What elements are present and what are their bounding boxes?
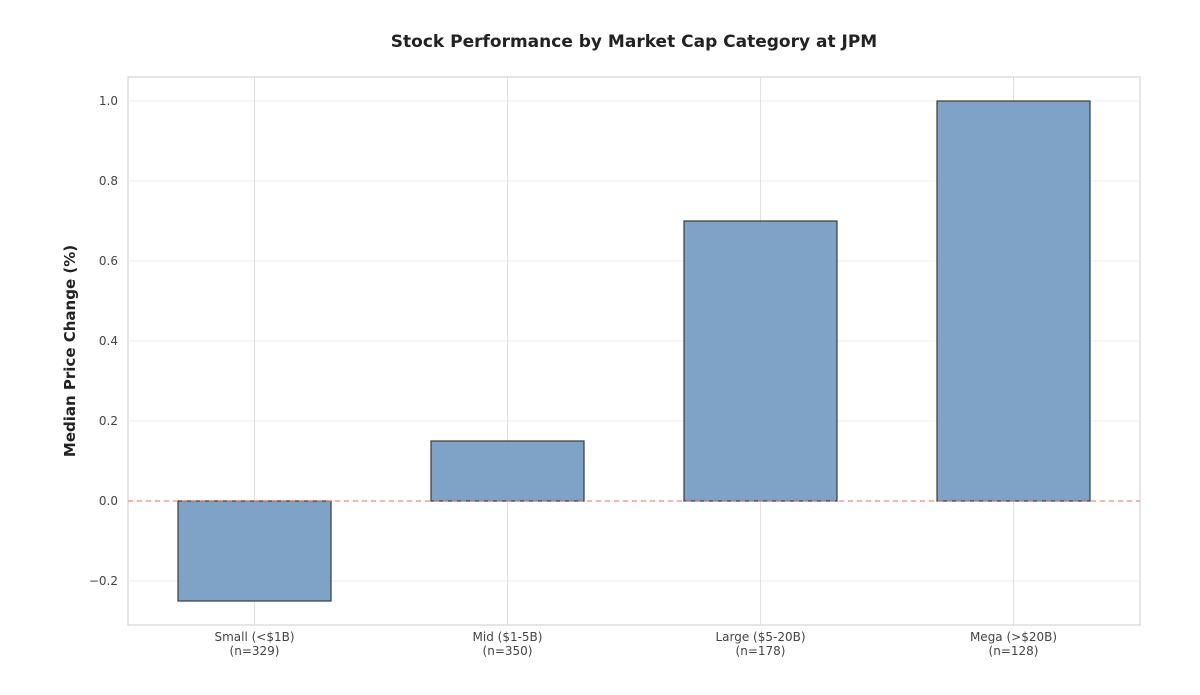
- y-tick-label: 0.2: [99, 414, 118, 428]
- x-tick-label: Mega (>$20B): [970, 630, 1057, 644]
- x-tick-label: Mid ($1-5B): [473, 630, 543, 644]
- bar: [683, 220, 838, 502]
- chart-title: Stock Performance by Market Cap Category…: [391, 32, 877, 52]
- y-tick-label: 1.0: [99, 94, 118, 108]
- x-tick-count: (n=350): [483, 644, 533, 658]
- x-tick-count: (n=329): [230, 644, 280, 658]
- bar: [430, 440, 585, 502]
- y-tick-label: 0.8: [99, 174, 118, 188]
- y-tick-label: 0.6: [99, 254, 118, 268]
- x-tick-count: (n=178): [736, 644, 786, 658]
- bar: [936, 100, 1091, 502]
- x-tick-label: Large ($5-20B): [715, 630, 805, 644]
- x-tick-count: (n=128): [989, 644, 1039, 658]
- x-tick-label: Small (<$1B): [214, 630, 294, 644]
- y-axis-label: Median Price Change (%): [61, 245, 79, 457]
- y-tick-label: 0.4: [99, 334, 118, 348]
- y-tick-label: −0.2: [89, 574, 118, 588]
- bar: [177, 500, 332, 602]
- y-tick-label: 0.0: [99, 494, 118, 508]
